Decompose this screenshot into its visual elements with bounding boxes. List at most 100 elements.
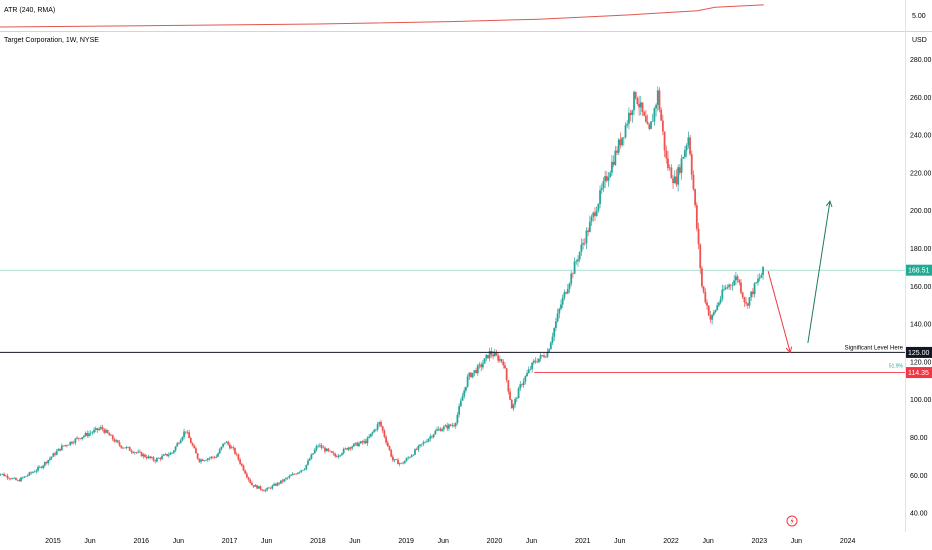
candle (26, 473, 29, 478)
candle (397, 458, 399, 465)
candle (736, 274, 739, 283)
candle (237, 453, 240, 462)
candle (203, 459, 206, 462)
candle (673, 170, 676, 184)
candle (583, 238, 586, 246)
candle (239, 457, 241, 466)
candle (449, 423, 452, 427)
candle (519, 380, 522, 392)
candle (296, 472, 299, 475)
candle (196, 452, 199, 460)
candle (420, 443, 423, 447)
candle (183, 428, 185, 440)
candle (279, 480, 282, 485)
candle (571, 272, 574, 279)
candle (40, 466, 43, 469)
candle (132, 450, 135, 454)
events-icon[interactable] (786, 515, 798, 527)
candle (587, 227, 590, 237)
candle (750, 291, 753, 301)
candle (313, 448, 316, 454)
candle (347, 446, 350, 452)
candle (641, 102, 644, 117)
price-axis[interactable]: 280.00 260.00 240.00 220.00 200.00 180.00 160.… (910, 57, 932, 518)
candle (120, 445, 123, 449)
candle (361, 440, 364, 445)
candle (415, 447, 418, 451)
candle (354, 442, 357, 446)
x-tick-label: Jun (791, 538, 802, 545)
y-tick-label: 260.00 (910, 95, 932, 102)
candle (619, 132, 622, 149)
candle (290, 474, 292, 477)
candle (405, 457, 408, 462)
candle (111, 434, 114, 442)
candle (178, 441, 180, 445)
candle (514, 396, 517, 408)
candle (276, 482, 279, 487)
candle (167, 452, 170, 458)
candle (500, 358, 503, 364)
candle (614, 146, 617, 166)
candle (726, 284, 729, 290)
candle (334, 452, 337, 458)
candle (171, 452, 174, 455)
support-level-tag: 114.35 (906, 367, 932, 379)
candle (706, 299, 708, 310)
candle (363, 438, 365, 445)
candle (388, 445, 391, 452)
candle (174, 445, 177, 452)
candle (15, 477, 17, 481)
candle (529, 365, 532, 371)
candle (461, 392, 464, 401)
candle (67, 444, 70, 446)
candle (351, 445, 354, 451)
candle (704, 288, 707, 305)
candle (59, 448, 62, 452)
indicator-axis-value: 5.00 (912, 13, 926, 20)
x-tick-label: 2021 (575, 538, 591, 545)
down-arrow[interactable] (767, 271, 793, 354)
candle (697, 222, 700, 250)
candle (453, 423, 455, 428)
candle (286, 477, 289, 480)
candle (271, 484, 274, 490)
candle (680, 154, 683, 180)
candle (230, 445, 233, 449)
candle (566, 284, 569, 295)
candle (599, 185, 601, 209)
candle (419, 444, 421, 448)
candle (55, 448, 58, 456)
candle (471, 372, 474, 379)
candle (400, 462, 403, 464)
candle (89, 430, 92, 436)
candle (74, 437, 77, 446)
candle (191, 442, 194, 447)
significant-level-label: Significant Level Here (845, 345, 904, 351)
candle (380, 419, 382, 428)
x-tick-label: Jun (261, 538, 272, 545)
candle (498, 355, 501, 363)
candle (149, 456, 151, 460)
candle (595, 206, 598, 217)
candle (251, 481, 253, 486)
candle (434, 429, 437, 435)
candle (592, 211, 595, 222)
candle (244, 469, 247, 475)
candle (324, 446, 326, 454)
candle (268, 486, 270, 489)
candle (105, 428, 107, 434)
candle (538, 358, 540, 363)
candle (341, 452, 343, 457)
up-arrow[interactable] (807, 200, 833, 344)
candle (504, 362, 506, 369)
candle (602, 177, 605, 193)
candle (329, 450, 331, 452)
candle (125, 445, 128, 450)
candle (247, 476, 250, 482)
candle (734, 271, 737, 286)
time-axis[interactable]: 2015 Jun 2016 Jun 2017 Jun 2018 Jun 2019 Jun 2020 J… (45, 538, 855, 545)
candle (414, 448, 416, 456)
candle (507, 380, 510, 395)
